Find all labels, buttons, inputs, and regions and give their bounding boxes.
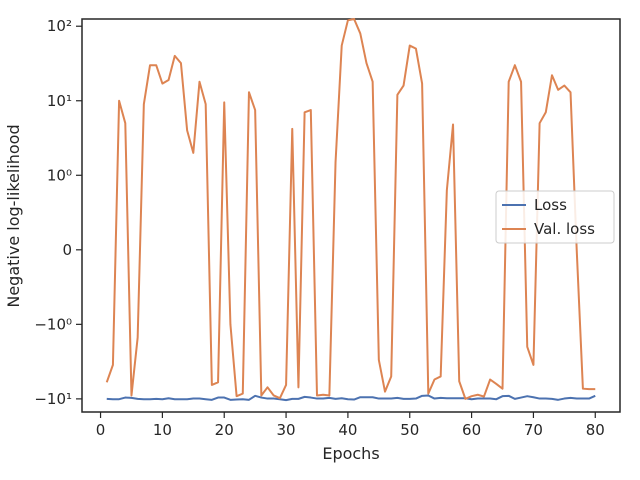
y-tick-label: 10² (47, 17, 72, 35)
x-tick-label: 50 (400, 421, 419, 439)
x-tick-label: 80 (586, 421, 605, 439)
y-tick-label: 10⁰ (47, 166, 72, 184)
y-tick-label: −10⁰ (34, 315, 72, 333)
legend: Loss Val. loss (495, 190, 615, 244)
x-tick-label: 10 (153, 421, 172, 439)
series-layer (105, 18, 596, 402)
x-tick-label: 0 (96, 421, 106, 439)
y-axis: −10¹ −10⁰ 0 10⁰ 10¹ 10² (34, 17, 82, 408)
x-tick-label: 70 (524, 421, 543, 439)
series-line-val-loss (105, 18, 596, 400)
x-tick-label: 20 (215, 421, 234, 439)
legend-label: Loss (534, 196, 567, 214)
x-axis-label: Epochs (322, 444, 379, 463)
legend-label: Val. loss (534, 220, 595, 238)
y-axis-label: Negative log-likelihood (4, 124, 23, 307)
y-tick-label: 10¹ (47, 92, 72, 110)
x-tick-label: 40 (338, 421, 357, 439)
y-tick-label: −10¹ (34, 390, 72, 408)
x-tick-label: 30 (277, 421, 296, 439)
x-tick-label: 60 (462, 421, 481, 439)
series-line-loss (106, 394, 596, 402)
x-axis: 0 10 20 30 40 50 60 70 80 (96, 412, 605, 439)
y-tick-label: 0 (62, 241, 72, 259)
